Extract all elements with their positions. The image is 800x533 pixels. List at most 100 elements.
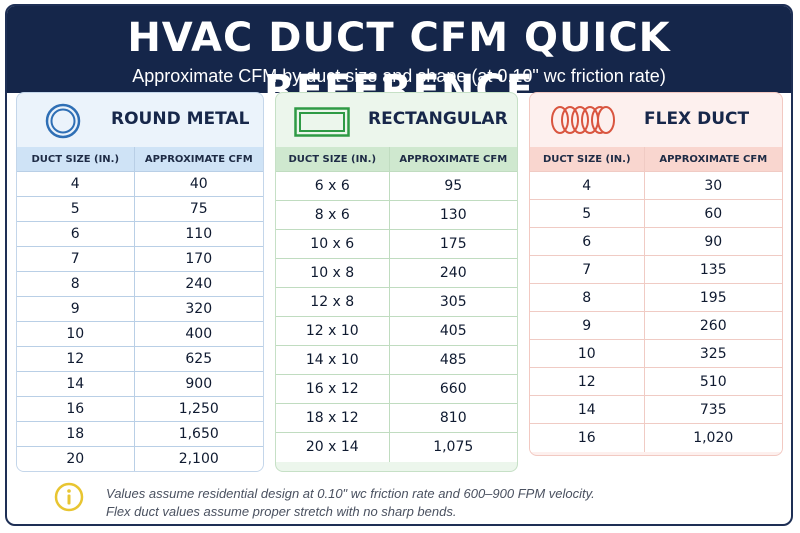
table-row: 7 135 (530, 255, 782, 284)
table-row: 18 x 12 810 (276, 403, 517, 433)
duct-size-cell: 16 (530, 423, 645, 452)
table-row: 10 x 8 240 (276, 258, 517, 288)
cfm-cell: 240 (134, 271, 263, 297)
duct-size-cell: 14 x 10 (276, 345, 390, 375)
table-row: 12 510 (530, 367, 782, 396)
column-header-duct-size: DUCT SIZE (IN.) (530, 147, 645, 172)
cfm-cell: 1,020 (644, 423, 782, 452)
table-row: 16 1,250 (17, 396, 263, 422)
duct-size-cell: 7 (530, 255, 645, 284)
table-row: 20 2,100 (17, 446, 263, 471)
cfm-cell: 510 (644, 367, 782, 396)
cfm-cell: 810 (389, 403, 517, 433)
cfm-cell: 1,075 (389, 432, 517, 462)
column-header-approximate-cfm: APPROXIMATE CFM (644, 147, 782, 172)
info-icon (54, 482, 84, 512)
rectangular-panel-header: RECTANGULAR (276, 93, 517, 145)
duct-size-cell: 14 (17, 371, 135, 397)
cfm-cell: 110 (134, 221, 263, 247)
table-row: 6 x 6 95 (276, 171, 517, 201)
duct-size-cell: 5 (17, 196, 135, 222)
duct-size-cell: 10 (17, 321, 135, 347)
column-header-duct-size: DUCT SIZE (IN.) (276, 147, 390, 172)
table-row: 16 x 12 660 (276, 374, 517, 404)
cfm-cell: 325 (644, 339, 782, 368)
round-metal-table-body: 4 40 5 75 6 110 7 170 8 240 9 320 10 400 12 625 14 900 16 1… (17, 171, 263, 471)
duct-size-cell: 12 (17, 346, 135, 372)
table-row: 6 90 (530, 227, 782, 256)
table-row: 12 625 (17, 346, 263, 372)
column-header-approximate-cfm: APPROXIMATE CFM (134, 147, 263, 172)
round-metal-title: ROUND METAL (111, 109, 250, 129)
rectangular-table: DUCT SIZE (IN.) APPROXIMATE CFM 6 x 6 95 8… (276, 147, 517, 462)
rectangular-title: RECTANGULAR (368, 109, 508, 129)
duct-size-cell: 8 x 6 (276, 200, 390, 230)
page-subtitle: Approximate CFM by duct size and shape (… (132, 66, 666, 86)
table-row: 14 x 10 485 (276, 345, 517, 375)
table-row: 14 735 (530, 395, 782, 424)
footer-note-line-1: Values assume residential design at 0.10… (106, 486, 595, 501)
duct-size-cell: 12 x 8 (276, 287, 390, 317)
header-banner: HVAC DUCT CFM QUICK REFERENCE Approximat… (7, 6, 791, 113)
flex-duct-table: DUCT SIZE (IN.) APPROXIMATE CFM 4 30 5 60 6 9… (530, 147, 782, 452)
duct-size-cell: 7 (17, 246, 135, 272)
rectangular-duct-icon (294, 107, 350, 137)
duct-size-cell: 10 x 8 (276, 258, 390, 288)
footer-note-line-2: Flex duct values assume proper stretch w… (106, 504, 457, 519)
duct-size-cell: 5 (530, 199, 645, 228)
cfm-cell: 400 (134, 321, 263, 347)
round-metal-panel-header: ROUND METAL (17, 93, 263, 145)
cfm-cell: 625 (134, 346, 263, 372)
cfm-cell: 660 (389, 374, 517, 404)
cfm-cell: 175 (389, 229, 517, 259)
table-row: 20 x 14 1,075 (276, 432, 517, 462)
cfm-cell: 1,250 (134, 396, 263, 422)
table-row: 10 x 6 175 (276, 229, 517, 259)
duct-size-cell: 8 (17, 271, 135, 297)
round-metal-panel: ROUND METAL DUCT SIZE (IN.) APPROXIMATE … (16, 92, 264, 472)
flex-duct-icon (551, 106, 615, 134)
duct-size-cell: 14 (530, 395, 645, 424)
cfm-cell: 2,100 (134, 446, 263, 471)
table-header-row: DUCT SIZE (IN.) APPROXIMATE CFM (276, 147, 517, 172)
cfm-cell: 260 (644, 311, 782, 340)
table-row: 8 240 (17, 271, 263, 297)
cfm-cell: 95 (389, 171, 517, 201)
duct-size-cell: 20 x 14 (276, 432, 390, 462)
table-row: 4 30 (530, 171, 782, 200)
duct-size-cell: 12 x 10 (276, 316, 390, 346)
cfm-cell: 30 (644, 171, 782, 200)
flex-duct-panel: FLEX DUCT DUCT SIZE (IN.) APPROXIMATE CF… (529, 92, 783, 456)
table-row: 10 325 (530, 339, 782, 368)
table-row: 14 900 (17, 371, 263, 397)
duct-size-cell: 16 (17, 396, 135, 422)
column-header-approximate-cfm: APPROXIMATE CFM (389, 147, 517, 172)
cfm-cell: 485 (389, 345, 517, 375)
footer-note: Values assume residential design at 0.10… (48, 478, 748, 520)
cfm-cell: 320 (134, 296, 263, 322)
duct-size-cell: 12 (530, 367, 645, 396)
flex-duct-panel-header: FLEX DUCT (530, 93, 782, 145)
cfm-cell: 240 (389, 258, 517, 288)
duct-size-cell: 6 (530, 227, 645, 256)
cfm-cell: 90 (644, 227, 782, 256)
table-row: 8 195 (530, 283, 782, 312)
table-row: 5 60 (530, 199, 782, 228)
duct-size-cell: 10 (530, 339, 645, 368)
table-row: 4 40 (17, 171, 263, 197)
cfm-cell: 60 (644, 199, 782, 228)
duct-size-cell: 4 (530, 171, 645, 200)
round-duct-icon (45, 103, 81, 139)
cfm-cell: 405 (389, 316, 517, 346)
table-row: 9 320 (17, 296, 263, 322)
table-row: 7 170 (17, 246, 263, 272)
flex-duct-table-body: 4 30 5 60 6 90 7 135 8 195 9 260 10 325 12 510 14 735 16 1,… (530, 171, 782, 452)
duct-size-cell: 9 (17, 296, 135, 322)
duct-size-cell: 20 (17, 446, 135, 471)
table-header-row: DUCT SIZE (IN.) APPROXIMATE CFM (17, 147, 263, 172)
duct-size-cell: 18 x 12 (276, 403, 390, 433)
duct-size-cell: 8 (530, 283, 645, 312)
duct-size-cell: 6 (17, 221, 135, 247)
table-row: 8 x 6 130 (276, 200, 517, 230)
